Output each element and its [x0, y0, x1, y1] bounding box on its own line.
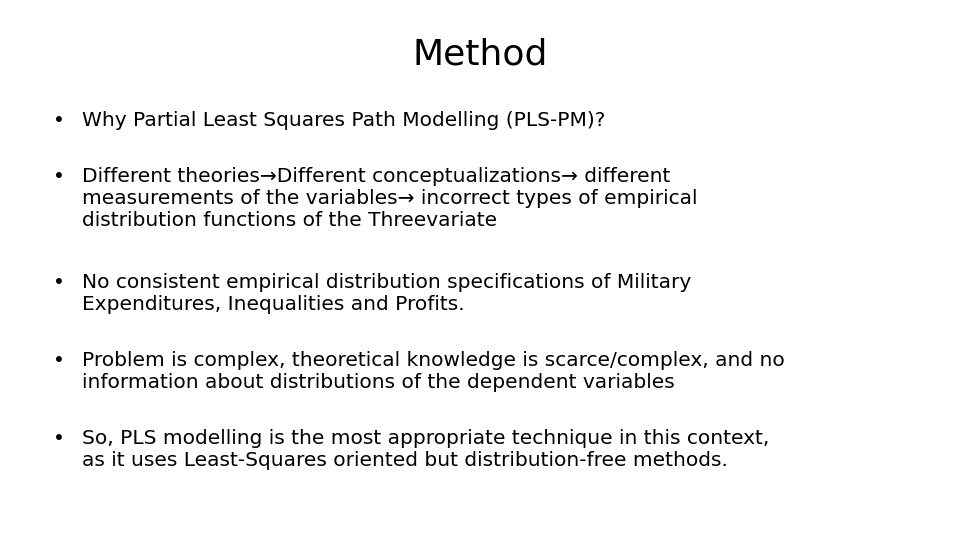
- Text: So, PLS modelling is the most appropriate technique in this context,
as it uses : So, PLS modelling is the most appropriat…: [82, 429, 769, 470]
- Text: Different theories→Different conceptualizations→ different
measurements of the v: Different theories→Different conceptuali…: [82, 167, 697, 231]
- Text: No consistent empirical distribution specifications of Military
Expenditures, In: No consistent empirical distribution spe…: [82, 273, 691, 314]
- Text: Problem is complex, theoretical knowledge is scarce/complex, and no
information : Problem is complex, theoretical knowledg…: [82, 351, 784, 392]
- Text: Method: Method: [412, 38, 548, 72]
- Text: Why Partial Least Squares Path Modelling (PLS-PM)?: Why Partial Least Squares Path Modelling…: [82, 111, 605, 130]
- Text: •: •: [53, 351, 64, 370]
- Text: •: •: [53, 429, 64, 448]
- Text: •: •: [53, 273, 64, 292]
- Text: •: •: [53, 111, 64, 130]
- Text: •: •: [53, 167, 64, 186]
